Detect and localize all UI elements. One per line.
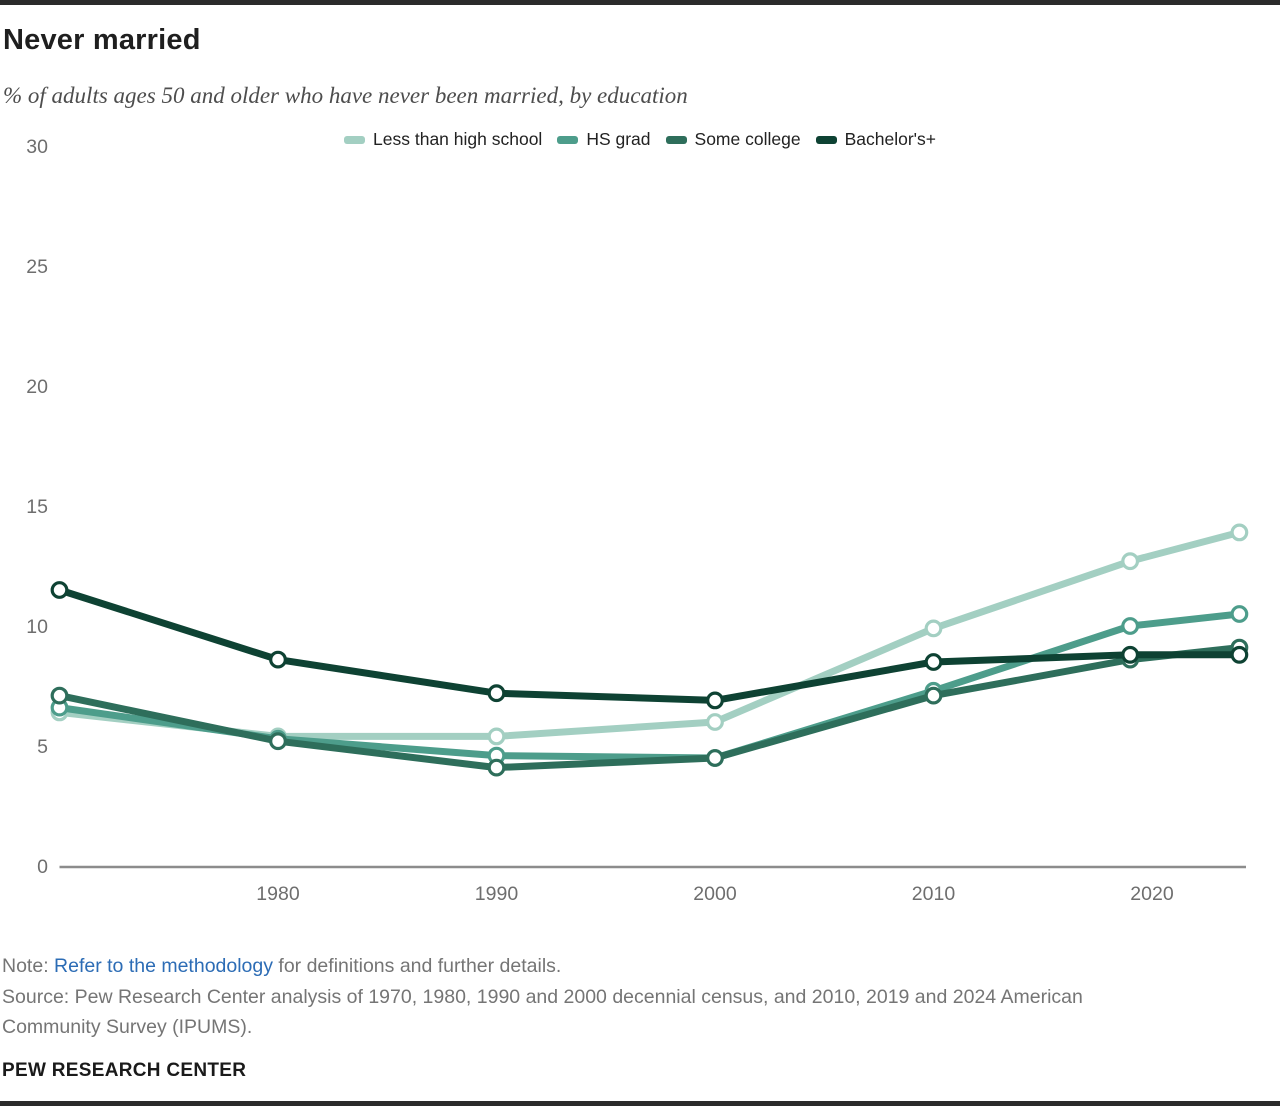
marker-bachelor-s-2000 <box>706 691 724 710</box>
marker-less-than-high-school-1990 <box>487 727 506 746</box>
line-series-hs-grad <box>59 610 1240 762</box>
top-rule <box>0 0 1280 5</box>
note-prefix: Note: <box>2 955 55 977</box>
marker-bachelor-s-2024 <box>1230 645 1249 664</box>
marker-bachelor-s-1990 <box>487 684 506 703</box>
methodology-link[interactable]: Refer to the methodology <box>54 955 273 977</box>
marker-some-college-1990 <box>487 758 506 777</box>
marker-hs-grad-2024 <box>1230 605 1249 623</box>
marker-some-college-1970 <box>50 686 69 705</box>
marker-some-college-1980 <box>269 732 287 751</box>
line-series-some-college <box>58 644 1240 772</box>
marker-less-than-high-school-2024 <box>1230 523 1249 542</box>
marker-bachelor-s-2010 <box>924 653 943 671</box>
marker-less-than-high-school-2000 <box>706 713 724 731</box>
marker-less-than-high-school-2019 <box>1121 552 1140 571</box>
marker-some-college-2000 <box>706 749 724 767</box>
marker-bachelor-s-1980 <box>269 650 287 669</box>
y-tick-label-30: 30 <box>26 136 48 158</box>
marker-some-college-2010 <box>924 686 943 705</box>
footer-source: Source: Pew Research Center analysis of … <box>2 986 1083 1038</box>
x-tick-label-2010: 2010 <box>912 883 956 905</box>
y-tick-label-0: 0 <box>37 856 48 878</box>
marker-less-than-high-school-2010 <box>924 619 943 638</box>
y-tick-label-10: 10 <box>26 616 48 638</box>
x-tick-label-2000: 2000 <box>693 883 737 905</box>
brand-label: PEW RESEARCH CENTER <box>2 1060 247 1081</box>
x-tick-label-2020: 2020 <box>1130 883 1174 905</box>
x-tick-label-1980: 1980 <box>256 883 300 905</box>
line-chart: 0 5 10 15 20 25 30 1980 1990 2000 2010 2020 <box>26 136 1249 905</box>
marker-bachelor-s-1970 <box>50 581 69 599</box>
marker-bachelor-s-2019 <box>1121 645 1140 664</box>
y-tick-label-25: 25 <box>26 256 48 278</box>
page-title: Never married <box>3 24 201 56</box>
chart-subtitle: % of adults ages 50 and older who have n… <box>3 83 688 108</box>
x-tick-label-1990: 1990 <box>475 883 519 905</box>
y-tick-label-15: 15 <box>26 496 48 518</box>
y-tick-label-5: 5 <box>37 736 48 758</box>
bottom-rule <box>0 1101 1280 1106</box>
footer-note: Note: Refer to the methodology for defin… <box>2 952 561 981</box>
y-tick-label-20: 20 <box>26 376 48 398</box>
note-suffix: for definitions and further details. <box>273 955 562 977</box>
marker-hs-grad-2019 <box>1121 617 1140 635</box>
line-series-less-than-high-school <box>59 529 1241 740</box>
